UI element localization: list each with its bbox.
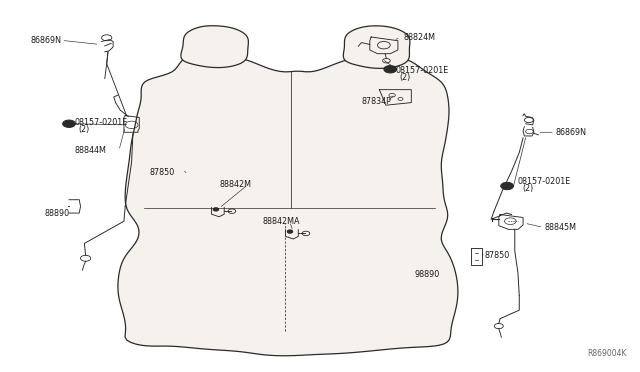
Text: 86869N: 86869N xyxy=(555,128,586,137)
Text: B: B xyxy=(67,121,71,126)
Circle shape xyxy=(213,208,218,211)
Text: 88844M: 88844M xyxy=(74,146,106,155)
Text: 87850: 87850 xyxy=(484,251,510,260)
Text: (2): (2) xyxy=(522,185,534,193)
Text: 88845M: 88845M xyxy=(545,223,577,232)
Text: 88890: 88890 xyxy=(44,209,69,218)
Text: 08157-0201E: 08157-0201E xyxy=(518,177,572,186)
Polygon shape xyxy=(118,54,458,356)
Text: B: B xyxy=(388,67,392,72)
Text: (2): (2) xyxy=(400,73,411,82)
Circle shape xyxy=(63,120,76,128)
Text: (2): (2) xyxy=(79,125,90,134)
Circle shape xyxy=(384,65,397,73)
Text: 87850: 87850 xyxy=(150,168,175,177)
Text: 88842M: 88842M xyxy=(219,180,251,189)
Circle shape xyxy=(500,182,513,190)
Circle shape xyxy=(287,230,292,233)
Text: 98890: 98890 xyxy=(415,270,440,279)
Text: 08157-0201E: 08157-0201E xyxy=(74,118,127,127)
Polygon shape xyxy=(343,26,410,68)
Polygon shape xyxy=(181,26,248,68)
Text: 86869N: 86869N xyxy=(30,36,61,45)
Text: 88824M: 88824M xyxy=(403,32,435,42)
Text: 88842MA: 88842MA xyxy=(262,217,300,226)
Text: 08157-0201E: 08157-0201E xyxy=(396,66,449,75)
Text: B: B xyxy=(506,183,509,189)
Text: R869004K: R869004K xyxy=(587,349,627,358)
Text: 87834P: 87834P xyxy=(362,97,392,106)
